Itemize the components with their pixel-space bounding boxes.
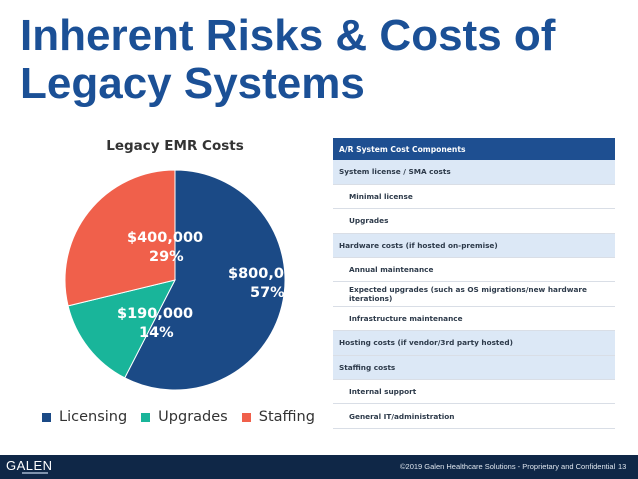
slice-value-label-licensing: $800,000 xyxy=(228,266,295,282)
legend-item-licensing: Licensing xyxy=(42,409,127,425)
slice-percent-label-staffing: 29% xyxy=(149,249,184,265)
pie-slice-licensing xyxy=(124,169,286,391)
slice-percent-label-licensing: 57% xyxy=(250,285,285,301)
table-row: Expected upgrades (such as OS migrations… xyxy=(333,281,615,307)
legend-item-staffing: Staffing xyxy=(241,409,315,425)
table-header-row: A/R System Cost Components xyxy=(333,138,615,160)
legend-swatch xyxy=(141,412,151,422)
table-row: General IT/administration xyxy=(333,403,615,429)
legend-swatch xyxy=(241,412,251,422)
table-cell: Expected upgrades (such as OS migrations… xyxy=(333,281,615,307)
table-category-row: System license / SMA costs xyxy=(333,160,615,185)
table-cell: General IT/administration xyxy=(333,403,615,429)
legend-label: Upgrades xyxy=(158,409,228,425)
slice-value-label-staffing: $400,000 xyxy=(127,230,203,246)
cost-components-table: A/R System Cost Components System license… xyxy=(333,138,615,429)
table-cell: Upgrades xyxy=(333,208,615,234)
table-cell: Annual maintenance xyxy=(333,257,615,283)
table-category-row: Hardware costs (if hosted on-premise) xyxy=(333,233,615,259)
table-cell: System license / SMA costs xyxy=(333,160,615,185)
pie-slice-upgrades xyxy=(67,279,176,379)
slide-title: Inherent Risks & Costs of Legacy Systems xyxy=(20,11,556,108)
page-number: 13 xyxy=(618,462,627,471)
table-cell: Hardware costs (if hosted on-premise) xyxy=(333,233,615,259)
pie-slice-staffing xyxy=(64,169,176,307)
table-cell: Internal support xyxy=(333,379,615,405)
table-category-row: Staffing costs xyxy=(333,355,615,381)
pie-chart: $800,000 57% $190,000 14% $400,000 29% xyxy=(64,169,295,391)
footer: GALEN ©2019 Galen Healthcare Solutions -… xyxy=(0,455,638,479)
table-row: Internal support xyxy=(333,379,615,405)
footer-copyright: ©2019 Galen Healthcare Solutions - Propr… xyxy=(400,462,616,471)
table-cell: Minimal license xyxy=(333,184,615,210)
legend-label: Staffing xyxy=(258,409,315,425)
table-cell: Infrastructure maintenance xyxy=(333,306,615,332)
table-category-row: Hosting costs (if vendor/3rd party hoste… xyxy=(333,330,615,356)
table-header: A/R System Cost Components xyxy=(333,138,615,160)
galen-logo: GALEN xyxy=(6,458,53,473)
legend-item-upgrades: Upgrades xyxy=(141,409,228,425)
chart-title: Legacy EMR Costs xyxy=(106,138,244,154)
table-row: Upgrades xyxy=(333,208,615,234)
logo-text: GALEN xyxy=(6,458,53,473)
slice-percent-label-upgrades: 14% xyxy=(139,325,174,341)
table-row: Minimal license xyxy=(333,184,615,210)
table-row: Infrastructure maintenance xyxy=(333,306,615,332)
legend-label: Licensing xyxy=(59,409,128,425)
table-row: Annual maintenance xyxy=(333,257,615,283)
table-cell: Staffing costs xyxy=(333,355,615,381)
chart-legend: Licensing Upgrades Staffing xyxy=(42,409,329,425)
table-cell: Hosting costs (if vendor/3rd party hoste… xyxy=(333,330,615,356)
legend-swatch xyxy=(42,412,51,422)
slice-value-label-upgrades: $190,000 xyxy=(117,306,193,322)
logo-underline xyxy=(22,472,48,474)
